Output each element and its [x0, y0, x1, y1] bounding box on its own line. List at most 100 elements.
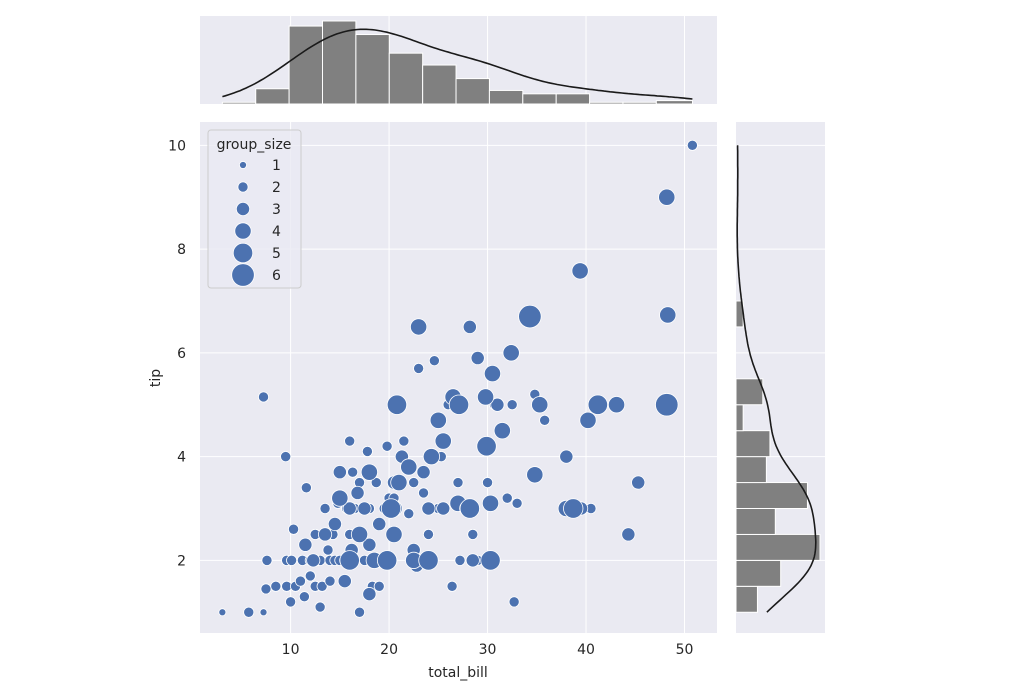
scatter-point — [362, 537, 377, 552]
scatter-point — [342, 501, 357, 516]
y-axis-label: tip — [148, 369, 164, 387]
legend-marker — [231, 263, 255, 287]
scatter-point — [462, 319, 477, 334]
scatter-point — [659, 306, 677, 324]
scatter-point — [258, 391, 270, 403]
right-kde-curve — [736, 145, 817, 613]
right-histogram-bar — [735, 456, 767, 484]
scatter-point — [563, 498, 584, 519]
right-histogram-bar — [735, 559, 782, 587]
y-tick-label: 2 — [177, 553, 186, 569]
top-histogram-bar — [288, 25, 324, 105]
top-histogram-bar — [455, 78, 490, 105]
scatter-point — [481, 494, 500, 512]
legend-marker — [234, 222, 252, 240]
scatter-point — [380, 498, 402, 519]
top-kde-curve — [222, 28, 693, 100]
legend-label: 3 — [272, 202, 281, 218]
x-tick-label: 30 — [479, 642, 497, 658]
y-tick-label: 6 — [177, 346, 186, 362]
scatter-point — [526, 466, 544, 484]
scatter-point — [332, 465, 347, 480]
scatter-point — [260, 583, 272, 595]
scatter-point — [465, 553, 480, 568]
scatter-point — [261, 554, 273, 566]
scatter-point — [385, 525, 403, 544]
scatter-point — [434, 432, 452, 450]
scatter-point — [410, 318, 428, 336]
scatter-point — [218, 608, 227, 617]
scatter-point — [501, 492, 513, 504]
top-marginal-axes — [200, 16, 717, 105]
y-tick-label: 8 — [177, 242, 186, 258]
scatter-point — [631, 475, 646, 490]
scatter-point — [428, 355, 440, 367]
scatter-point — [280, 451, 292, 463]
scatter-point — [390, 473, 408, 492]
scatter-point — [518, 304, 542, 329]
scatter-point — [448, 394, 470, 415]
legend-marker — [232, 242, 254, 264]
scatter-point — [559, 449, 574, 464]
scatter-point — [621, 527, 636, 542]
x-tick-label: 10 — [282, 642, 300, 658]
scatter-point — [288, 523, 300, 535]
top-histogram-bar — [255, 88, 290, 105]
scatter-point — [300, 482, 312, 494]
scatter-point — [429, 411, 447, 429]
scatter-point — [362, 587, 377, 602]
scatter-point — [354, 606, 366, 618]
scatter-point — [446, 580, 458, 592]
scatter-point — [531, 396, 549, 414]
scatter-point — [418, 487, 430, 499]
scatter-point — [324, 575, 336, 587]
top-histogram-bar — [522, 93, 557, 105]
scatter-point — [376, 550, 398, 571]
top-histogram-bar — [622, 101, 657, 105]
scatter-point — [316, 580, 328, 592]
scatter-point — [607, 396, 626, 414]
scatter-point — [398, 435, 410, 447]
scatter-point — [298, 537, 313, 552]
x-tick-label: 40 — [577, 642, 595, 658]
scatter-point — [360, 463, 378, 481]
scatter-point — [285, 596, 297, 608]
top-histogram-bar — [388, 52, 424, 105]
legend-label: 1 — [272, 158, 281, 174]
scatter-point — [306, 553, 321, 568]
scatter-point — [422, 448, 441, 466]
scatter-point — [476, 436, 497, 457]
scatter-point — [413, 362, 425, 374]
scatter-point — [319, 502, 331, 514]
scatter-point — [337, 574, 352, 589]
scatter-point — [372, 517, 387, 532]
scatter-point — [322, 544, 334, 556]
scatter-point — [436, 501, 451, 516]
scatter-point — [476, 388, 495, 406]
scatter-point — [294, 575, 306, 587]
scatter-point — [470, 350, 485, 366]
scatter-point — [418, 550, 439, 571]
right-marginal-axes — [735, 122, 825, 633]
legend-marker — [239, 161, 247, 169]
right-histogram-bar — [735, 404, 744, 432]
scatter-point — [490, 397, 505, 412]
scatter-point — [400, 458, 418, 476]
scatter-point — [339, 550, 360, 571]
legend: group_size 1 2 3 4 5 6 — [207, 129, 302, 289]
scatter-point — [686, 139, 698, 151]
scatter-point — [506, 399, 518, 411]
legend-marker — [237, 181, 249, 193]
scatter-point — [422, 528, 434, 540]
scatter-point — [482, 477, 494, 489]
scatter-point — [658, 188, 676, 206]
scatter-point — [493, 422, 511, 440]
top-histogram-bar — [221, 101, 257, 105]
scatter-point — [344, 435, 356, 447]
scatter-point — [243, 606, 255, 618]
legend-title: group_size — [217, 137, 292, 153]
legend-label: 2 — [272, 180, 281, 196]
scatter-point — [508, 596, 520, 608]
right-histogram-bar — [735, 585, 758, 613]
y-tick-label: 10 — [168, 138, 186, 154]
